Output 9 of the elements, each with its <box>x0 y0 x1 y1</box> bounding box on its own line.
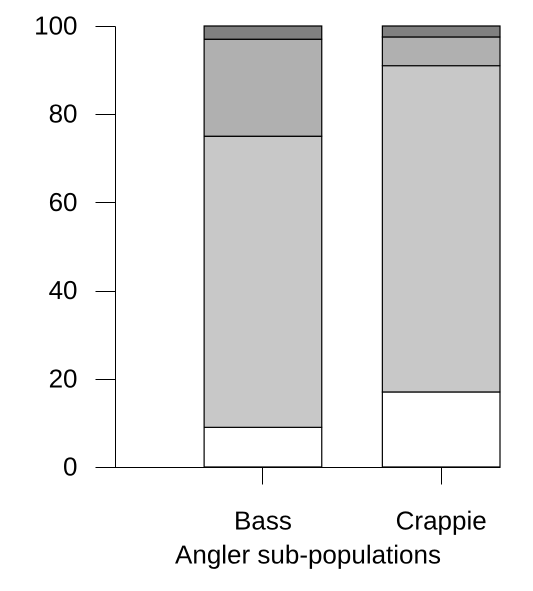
x-tick-label: Crappie <box>396 506 487 536</box>
x-tick-label: Bass <box>234 506 292 536</box>
y-tick-label: 100 <box>34 10 78 40</box>
y-tick-label: 40 <box>48 275 78 306</box>
y-tick-label: 60 <box>48 186 78 217</box>
y-tick-label: 20 <box>48 363 78 394</box>
y-tick-label: 80 <box>48 98 78 129</box>
y-tick-label: 0 <box>63 452 78 482</box>
x-axis-title: Angler sub-populations <box>175 540 441 570</box>
